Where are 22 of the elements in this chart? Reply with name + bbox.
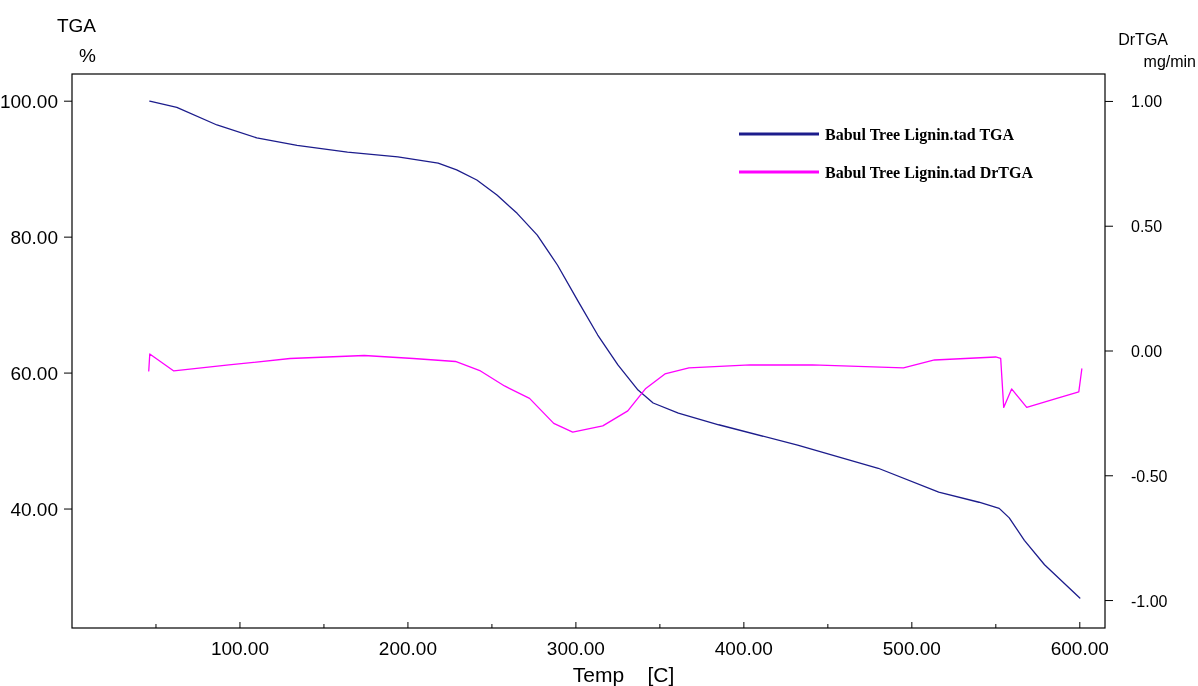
y2-tick-label: 1.00 [1131, 93, 1163, 111]
y-tick-label: 60.00 [10, 363, 58, 385]
x-tick-label: 100.00 [210, 638, 270, 659]
x-tick-label: 600.00 [1050, 638, 1109, 659]
legend-label: Babul Tree Lignin.tad DrTGA [825, 164, 1034, 182]
y-tick-label: 40.00 [10, 499, 58, 521]
y-axis-title: TGA % [56, 15, 97, 66]
y2-tick-label: -1.00 [1131, 592, 1168, 610]
line-series [148, 353, 1083, 433]
x-tick-label: 500.00 [882, 638, 941, 659]
legend-label: Babul Tree Lignin.tad TGA [825, 126, 1015, 144]
line-series [149, 100, 1081, 599]
y2-tick-label: 0.00 [1131, 343, 1163, 360]
x-tick-label: 200.00 [378, 638, 437, 659]
y2-tick-label: -0.50 [1131, 467, 1168, 485]
y-tick-label: 80.00 [10, 227, 58, 249]
y2-tick-label: 0.50 [1131, 218, 1163, 236]
y2-axis-title: DrTGA mg/min [1118, 31, 1196, 70]
x-tick-label: 400.00 [714, 638, 773, 659]
y-tick-label: 100.00 [0, 91, 58, 113]
x-axis-title: Temp [C] [572, 663, 675, 686]
x-tick-label: 300.00 [546, 638, 605, 659]
